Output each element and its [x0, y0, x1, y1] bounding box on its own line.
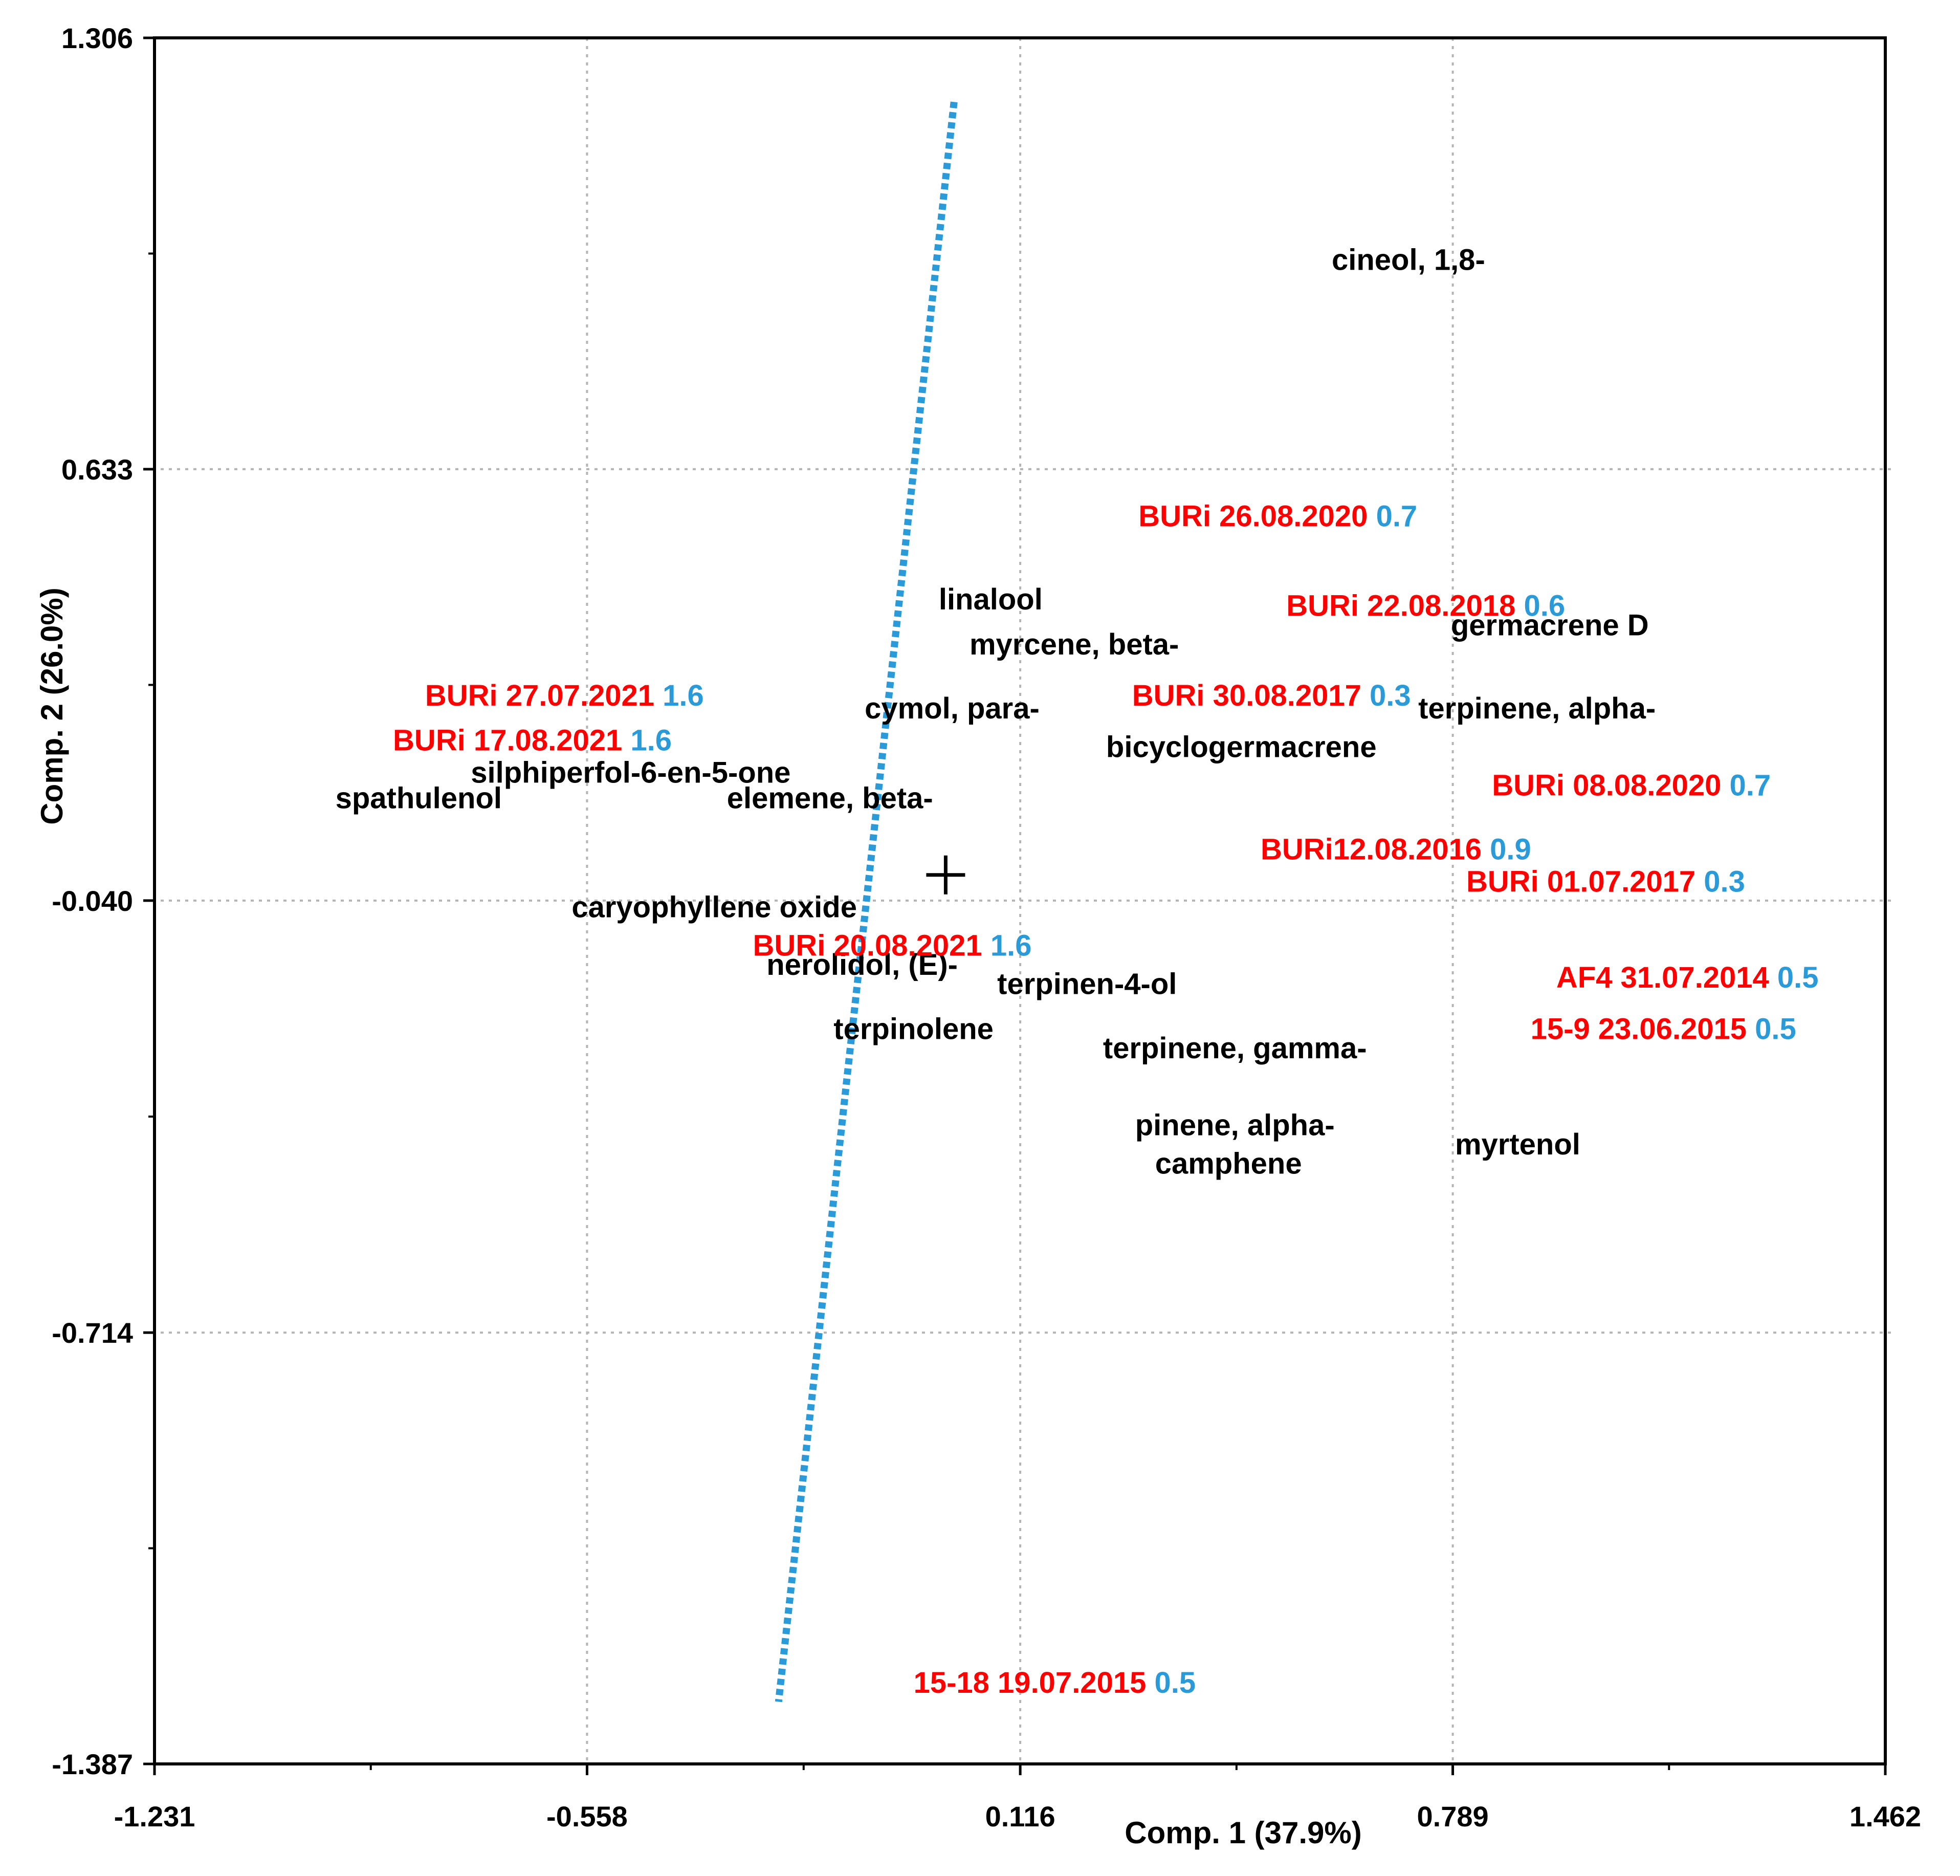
- variable-label: terpinene, gamma-: [1103, 1032, 1367, 1065]
- observation-value: 0.5: [1755, 1012, 1796, 1045]
- variable-label: myrcene, beta-: [970, 628, 1179, 661]
- centroid-layer: [926, 855, 965, 895]
- observation-value: 0.7: [1376, 499, 1418, 533]
- observation-point-label: BURi 22.08.2018 0.6: [1286, 590, 1565, 623]
- y-tick-label: -1.387: [52, 1748, 133, 1780]
- variable-label: linalool: [939, 583, 1043, 616]
- variable-label: nerolidol, (E)-: [766, 948, 958, 981]
- observation-point-label: 15-18 19.07.2015 0.5: [914, 1666, 1196, 1699]
- observation-value: 0.6: [1524, 590, 1566, 623]
- observation-value: 0.3: [1704, 865, 1745, 898]
- observation-value: 1.6: [990, 929, 1032, 963]
- observation-value: 0.7: [1729, 769, 1771, 802]
- observation-value: 0.3: [1370, 679, 1411, 712]
- observation-name: BURi 08.08.2020: [1492, 769, 1729, 802]
- observation-value: 1.6: [630, 724, 672, 757]
- y-axis-title: Comp. 2 (26.0%): [35, 587, 69, 824]
- variable-label: cineol, 1,8-: [1332, 243, 1485, 276]
- observation-point-label: BURi 08.08.2020 0.7: [1492, 769, 1771, 802]
- variable-label: elemene, beta-: [727, 781, 933, 815]
- x-tick-label: 0.789: [1417, 1800, 1488, 1833]
- x-axis-title: Comp. 1 (37.9%): [1125, 1816, 1361, 1850]
- variable-label: caryophyllene oxide: [571, 890, 857, 924]
- observation-value: 1.6: [663, 679, 704, 712]
- observation-name: BURi 20.08.2021: [753, 929, 990, 963]
- variable-label: pinene, alpha-: [1135, 1108, 1335, 1142]
- y-tick-label: -0.714: [52, 1317, 133, 1349]
- x-tick-label: 0.116: [985, 1800, 1055, 1833]
- trend-line: [775, 101, 958, 1703]
- tick-layer: -1.231 -0.558 0.116 0.789 1.462 1.306 0.633 -0.…: [52, 22, 1921, 1833]
- variable-label: terpinene, alpha-: [1418, 692, 1656, 725]
- observation-name: BURi12.08.2016: [1261, 833, 1490, 866]
- variable-label: myrtenol: [1455, 1128, 1580, 1161]
- observation-name: 15-18 19.07.2015: [914, 1666, 1155, 1699]
- variable-label: terpinen-4-ol: [997, 968, 1177, 1001]
- observation-value: 0.5: [1154, 1666, 1196, 1699]
- observation-value: 0.9: [1490, 833, 1531, 866]
- variable-label: terpinolene: [833, 1012, 994, 1045]
- observation-value: 0.5: [1777, 961, 1819, 994]
- variable-labels: cineol, 1,8- linalool germacrene D myrcene,…: [336, 243, 1656, 1180]
- observation-point-label: BURi 17.08.2021 1.6: [393, 724, 672, 757]
- observation-name: AF4 31.07.2014: [1556, 961, 1777, 994]
- grid-layer: [144, 38, 1896, 1774]
- variable-label: spathulenol: [336, 781, 502, 815]
- observation-point-label: BURi 30.08.2017 0.3: [1132, 679, 1411, 712]
- variable-label: germacrene D: [1451, 608, 1649, 642]
- x-tick-label: -0.558: [546, 1800, 628, 1833]
- y-tick-label: 1.306: [61, 22, 133, 54]
- variable-label: camphene: [1155, 1147, 1302, 1180]
- trend-line-layer: [775, 101, 958, 1703]
- observation-point-label: BURi 26.08.2020 0.7: [1138, 499, 1417, 533]
- observation-point-label: BURi 01.07.2017 0.3: [1466, 865, 1745, 898]
- observation-name: BURi 22.08.2018: [1286, 590, 1524, 623]
- observation-name: BURi 26.08.2020: [1138, 499, 1376, 533]
- observation-point-label: BURi 27.07.2021 1.6: [425, 679, 704, 712]
- observation-point-label: BURi12.08.2016 0.9: [1261, 833, 1531, 866]
- x-tick-label: 1.462: [1849, 1800, 1921, 1833]
- observation-point-label: BURi 20.08.2021 1.6: [753, 929, 1032, 963]
- variable-label: bicyclogermacrene: [1106, 730, 1377, 764]
- x-tick-label: -1.231: [114, 1800, 195, 1833]
- observation-point-label: AF4 31.07.2014 0.5: [1556, 961, 1819, 994]
- y-tick-label: 0.633: [61, 453, 133, 486]
- variable-label: silphiperfol-6-en-5-one: [471, 756, 790, 789]
- y-tick-label: -0.040: [52, 885, 133, 917]
- observation-name: BURi 17.08.2021: [393, 724, 630, 757]
- observation-point-label: 15-9 23.06.2015 0.5: [1531, 1012, 1796, 1045]
- observation-name: BURi 30.08.2017: [1132, 679, 1370, 712]
- observation-name: BURi 01.07.2017: [1466, 865, 1704, 898]
- variable-label: cymol, para-: [865, 692, 1040, 725]
- observation-name: 15-9 23.06.2015: [1531, 1012, 1755, 1045]
- observation-name: BURi 27.07.2021: [425, 679, 663, 712]
